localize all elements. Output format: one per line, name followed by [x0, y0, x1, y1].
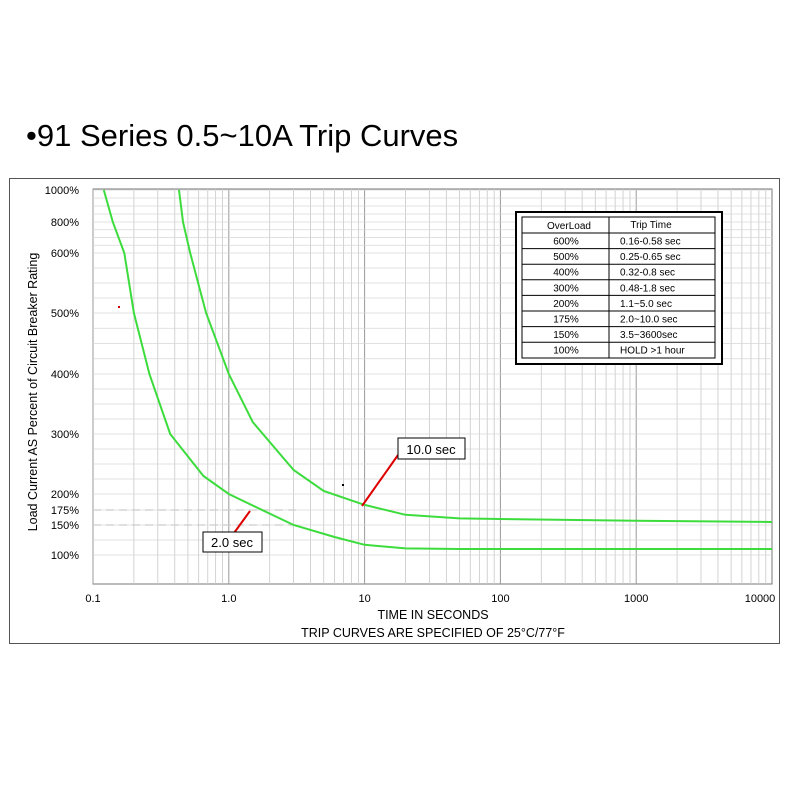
x-tick-labels: 0.1 1.0 10 100 1000 10000 [85, 593, 775, 605]
y-tick-label: 300% [51, 429, 79, 441]
trip-time-table: OverLoad Trip Time 600% 0.16-0.58 sec 500%… [515, 211, 723, 365]
table-cell-trip-time: 0.25-0.65 sec [620, 252, 681, 263]
table-cell-trip-time: HOLD >1 hour [620, 346, 685, 357]
stray-mark [118, 306, 120, 308]
table-cell-overload: 400% [553, 268, 579, 279]
y-tick-label: 500% [51, 308, 79, 320]
x-tick-label: 1.0 [221, 593, 236, 605]
y-tick-label: 1000% [45, 185, 79, 197]
table-cell-overload: 300% [553, 283, 579, 294]
x-tick-label: 0.1 [85, 593, 100, 605]
reference-dashes [93, 509, 300, 526]
y-axis-title: Load Current AS Percent of Circuit Break… [26, 253, 40, 532]
x-tick-label: 1000 [624, 593, 648, 605]
x-tick-label: 10000 [745, 593, 776, 605]
table-cell-trip-time: 1.1~5.0 sec [620, 299, 672, 310]
table-cell-trip-time: 0.48-1.8 sec [620, 283, 675, 294]
trip-curve-1 [102, 189, 772, 550]
callout-2sec-label: 2.0 sec [211, 535, 253, 550]
table-cell-overload: 150% [553, 330, 579, 341]
trip-curve-2 [178, 189, 773, 523]
table-cell-overload: 600% [553, 237, 579, 248]
y-tick-label: 600% [51, 248, 79, 260]
y-tick-label: 800% [51, 217, 79, 229]
table-cell-overload: 500% [553, 252, 579, 263]
table-cell-trip-time: 2.0~10.0 sec [620, 315, 678, 326]
slide-title: •91 Series 0.5~10A Trip Curves [26, 118, 459, 153]
table-cell-overload: 200% [553, 299, 579, 310]
table-header-overload: OverLoad [547, 221, 591, 232]
table-header-trip-time: Trip Time [630, 220, 672, 231]
trip-curves [102, 189, 773, 550]
x-axis-title: TIME IN SECONDS [377, 608, 488, 622]
y-tick-labels: 1000% 800% 600% 500% 400% 300% 200% 175% 150% 100… [45, 185, 79, 562]
y-tick-label: 100% [51, 550, 79, 562]
y-tick-label: 175% [51, 505, 79, 517]
stray-mark [342, 484, 344, 486]
table-cell-trip-time: 0.32-0.8 sec [620, 268, 675, 279]
y-tick-label: 400% [51, 369, 79, 381]
y-tick-label: 200% [51, 489, 79, 501]
table-cell-trip-time: 3.5~3600sec [620, 330, 678, 341]
callout-10sec: 10.0 sec [361, 437, 466, 507]
x-tick-label: 10 [358, 593, 370, 605]
y-tick-label: 150% [51, 520, 79, 532]
table-cell-overload: 175% [553, 315, 579, 326]
table-cell-overload: 100% [553, 346, 579, 357]
chart-frame [9, 178, 780, 644]
callout-10sec-label: 10.0 sec [406, 442, 456, 457]
chart-subtitle: TRIP CURVES ARE SPECIFIED OF 25°C/77°F [301, 626, 565, 640]
table-cell-trip-time: 0.16-0.58 sec [620, 237, 681, 248]
callout-2sec: 2.0 sec [202, 510, 263, 553]
x-tick-label: 100 [491, 593, 509, 605]
